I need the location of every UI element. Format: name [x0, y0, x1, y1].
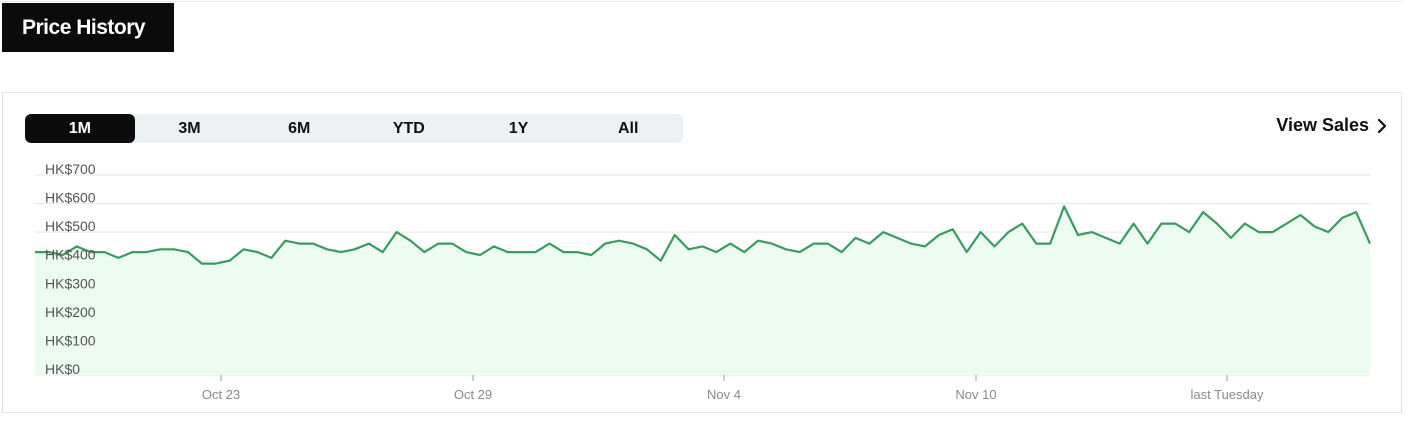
y-tick-label: HK$300: [45, 275, 96, 291]
area-fill: [35, 206, 1370, 375]
x-tick-label: Oct 29: [454, 387, 492, 402]
price-area: [35, 205, 1372, 375]
range-tab-1m[interactable]: 1M: [25, 114, 135, 143]
range-tab-ytd[interactable]: YTD: [354, 114, 464, 143]
y-tick-label: HK$0: [45, 361, 80, 377]
range-tab-all[interactable]: All: [573, 114, 683, 143]
y-tick-label: HK$500: [45, 218, 96, 234]
x-tick-label: last Tuesday: [1191, 387, 1264, 402]
page-title: Price History: [2, 3, 174, 52]
x-tick-label: Nov 10: [955, 387, 996, 402]
price-history-panel: 1M 3M 6M YTD 1Y All View Sales HK$0 HK$10…: [2, 92, 1402, 413]
y-axis-labels: HK$0 HK$100 HK$200 HK$300 HK$400 HK$500 HK$600…: [45, 161, 96, 377]
price-line: [35, 205, 1372, 265]
y-tick-label: HK$600: [45, 190, 96, 206]
price-chart: HK$0 HK$100 HK$200 HK$300 HK$400 HK$500 HK$600…: [35, 161, 1372, 402]
view-sales-label: View Sales: [1276, 115, 1369, 135]
range-selector: 1M 3M 6M YTD 1Y All: [25, 114, 683, 143]
y-tick-label: HK$100: [45, 332, 96, 348]
range-tab-1y[interactable]: 1Y: [464, 114, 574, 143]
x-axis: Oct 23 Oct 29 Nov 4 Nov 10 last Tuesday: [202, 375, 1264, 402]
range-tab-6m[interactable]: 6M: [244, 114, 354, 143]
top-divider: [0, 1, 1403, 2]
x-tick-label: Nov 4: [707, 387, 741, 402]
x-tick-label: Oct 23: [202, 387, 240, 402]
y-tick-label: HK$200: [45, 304, 96, 320]
chevron-right-icon: [1377, 118, 1387, 134]
range-tab-3m[interactable]: 3M: [135, 114, 245, 143]
y-tick-label: HK$700: [45, 161, 96, 177]
y-tick-label: HK$400: [45, 247, 96, 263]
view-sales-button[interactable]: View Sales: [1276, 115, 1387, 136]
